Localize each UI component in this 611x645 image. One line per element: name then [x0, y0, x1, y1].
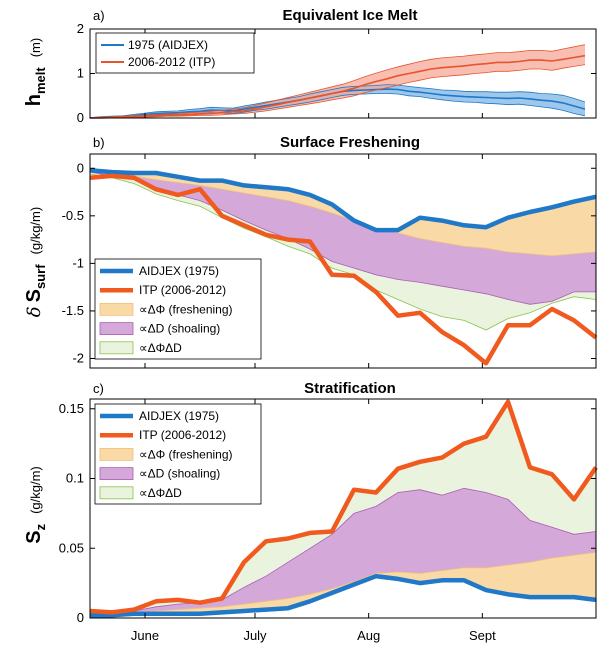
- panel-b-ytick-label: -1: [72, 255, 84, 270]
- panel-c-ylabel-sub: z: [33, 523, 48, 530]
- panel-c-band-interaction: [90, 401, 596, 613]
- panel-b-series-aidjex: [89, 167, 597, 233]
- panel-c-ytick-label: 0.15: [59, 401, 84, 416]
- panel-a-ytick-label: 1: [77, 66, 84, 81]
- panel-a-legend-label-0: 1975 (AIDJEX): [128, 38, 208, 52]
- panel-b-ytick-label: -2: [72, 350, 84, 365]
- panel-c-legend-swatch-4: [99, 486, 134, 500]
- panel-c-axes-box: [89, 398, 597, 619]
- panel-b-ylabel-prefix: δ: [24, 306, 45, 317]
- panel-a-title: Equivalent Ice Melt: [282, 7, 417, 24]
- panel-c-edge-freshening: [90, 552, 597, 615]
- panel-c-ylabel: Sz (g/kg/m): [23, 466, 48, 544]
- xtick-label-july: July: [243, 628, 267, 643]
- panel-c-ylabel-unit: (g/kg/m): [28, 466, 43, 514]
- panel-b-edge-interaction: [89, 173, 597, 331]
- panel-b-legend-label-4: ∝ΔΦΔD: [139, 341, 182, 355]
- panel-c-legend-label-0: AIDJEX (1975): [139, 409, 219, 423]
- panel-c-band-shoaling: [90, 488, 596, 614]
- panel-b-legend-swatch-2: [99, 302, 134, 316]
- panel-a-ytick-label: 2: [77, 21, 84, 36]
- panel-a: a) Equivalent Ice Melt hmelt (m) 0 1 2 1975…: [23, 7, 597, 125]
- panel-a-ylabel-main: h: [23, 94, 45, 106]
- panel-c-ytick-label: 0.1: [66, 471, 84, 486]
- panel-c-letter: c): [93, 381, 104, 396]
- panel-b-legend-swatch-4: [99, 341, 134, 355]
- panel-c-legend-swatch-3: [99, 467, 134, 481]
- panel-b-ylabel-main: S: [23, 289, 45, 302]
- panel-c-title: Stratification: [304, 380, 396, 397]
- panel-b-edge-freshening: [89, 169, 597, 257]
- panel-b-letter: b): [93, 135, 105, 150]
- panel-c-legend-swatch-2: [99, 447, 134, 461]
- panel-c-ytick-label: 0.05: [59, 540, 84, 555]
- panel-a-ylabel-sub: melt: [33, 67, 48, 94]
- panel-b-axes-box: [89, 153, 597, 369]
- panel-b-legend-label-3: ∝ΔD (shoaling): [139, 322, 220, 336]
- panel-b-title: Surface Freshening: [280, 134, 420, 151]
- panel-b-band-shoaling: [90, 170, 596, 305]
- panel-b-legend: AIDJEX (1975) ITP (2006-2012) ∝ΔΦ (freshen…: [94, 258, 262, 360]
- panel-c-legend-label-1: ITP (2006-2012): [139, 428, 226, 442]
- panel-a-upper-0: [89, 84, 586, 118]
- panel-a-ytick-label: 0: [77, 110, 84, 125]
- panel-a-lower-1: [90, 64, 586, 119]
- panel-a-legend: 1975 (AIDJEX) 2006-2012 (ITP): [95, 32, 255, 74]
- panel-c-legend: AIDJEX (1975) ITP (2006-2012) ∝ΔΦ (freshen…: [94, 403, 262, 505]
- panel-a-ylabel: hmelt (m): [23, 38, 48, 106]
- panel-a-legend-box: [95, 32, 255, 74]
- panel-a-band-1: [90, 44, 585, 118]
- panel-b-ytick-label: -0.5: [62, 208, 84, 223]
- panel-b-legend-label-1: ITP (2006-2012): [139, 283, 226, 297]
- panel-b-legend-label-0: AIDJEX (1975): [139, 264, 219, 278]
- panel-a-legend-label-1: 2006-2012 (ITP): [128, 55, 215, 69]
- xtick-label-sept: Sept: [469, 628, 496, 643]
- xtick-label-aug: Aug: [357, 628, 380, 643]
- panel-b-series-itp: [89, 173, 598, 366]
- panel-c-ylabel-main: S: [23, 530, 45, 543]
- panel-c-legend-label-2: ∝ΔΦ (freshening): [139, 447, 233, 461]
- panel-b-ylabel-unit: (g/kg/m): [28, 207, 43, 255]
- panel-a-axes-box: [89, 28, 597, 119]
- panel-b: b) Surface Freshening δSsurf (g/kg/m) 0 -0…: [23, 134, 598, 369]
- panel-c-edge-shoaling: [90, 487, 597, 613]
- panel-b-ytick-label: -1.5: [62, 303, 84, 318]
- panel-a-letter: a): [93, 8, 105, 23]
- panel-c-ytick-label: 0: [77, 610, 84, 625]
- xtick-label-june: June: [131, 628, 159, 643]
- panel-a-upper-1: [89, 44, 586, 118]
- panel-c-legend-label-4: ∝ΔΦΔD: [139, 486, 182, 500]
- panel-a-plot: 0 1 2: [77, 21, 597, 125]
- panel-b-ytick-label: 0: [77, 160, 84, 175]
- panel-c-legend-label-3: ∝ΔD (shoaling): [139, 467, 220, 481]
- panel-c: c) Stratification Sz (g/kg/m) 0 0.05 0.1 0.1…: [23, 380, 598, 643]
- panel-b-ylabel: δSsurf (g/kg/m): [23, 207, 48, 317]
- panel-b-ylabel-sub: surf: [33, 264, 48, 289]
- panel-b-legend-swatch-3: [99, 322, 134, 336]
- panel-c-series-aidjex: [90, 573, 597, 618]
- panel-c-series-itp: [89, 399, 598, 615]
- panel-a-series-line-1: [90, 54, 586, 119]
- panel-a-ylabel-unit: (m): [28, 38, 43, 58]
- panel-b-legend-label-2: ∝ΔΦ (freshening): [139, 302, 233, 316]
